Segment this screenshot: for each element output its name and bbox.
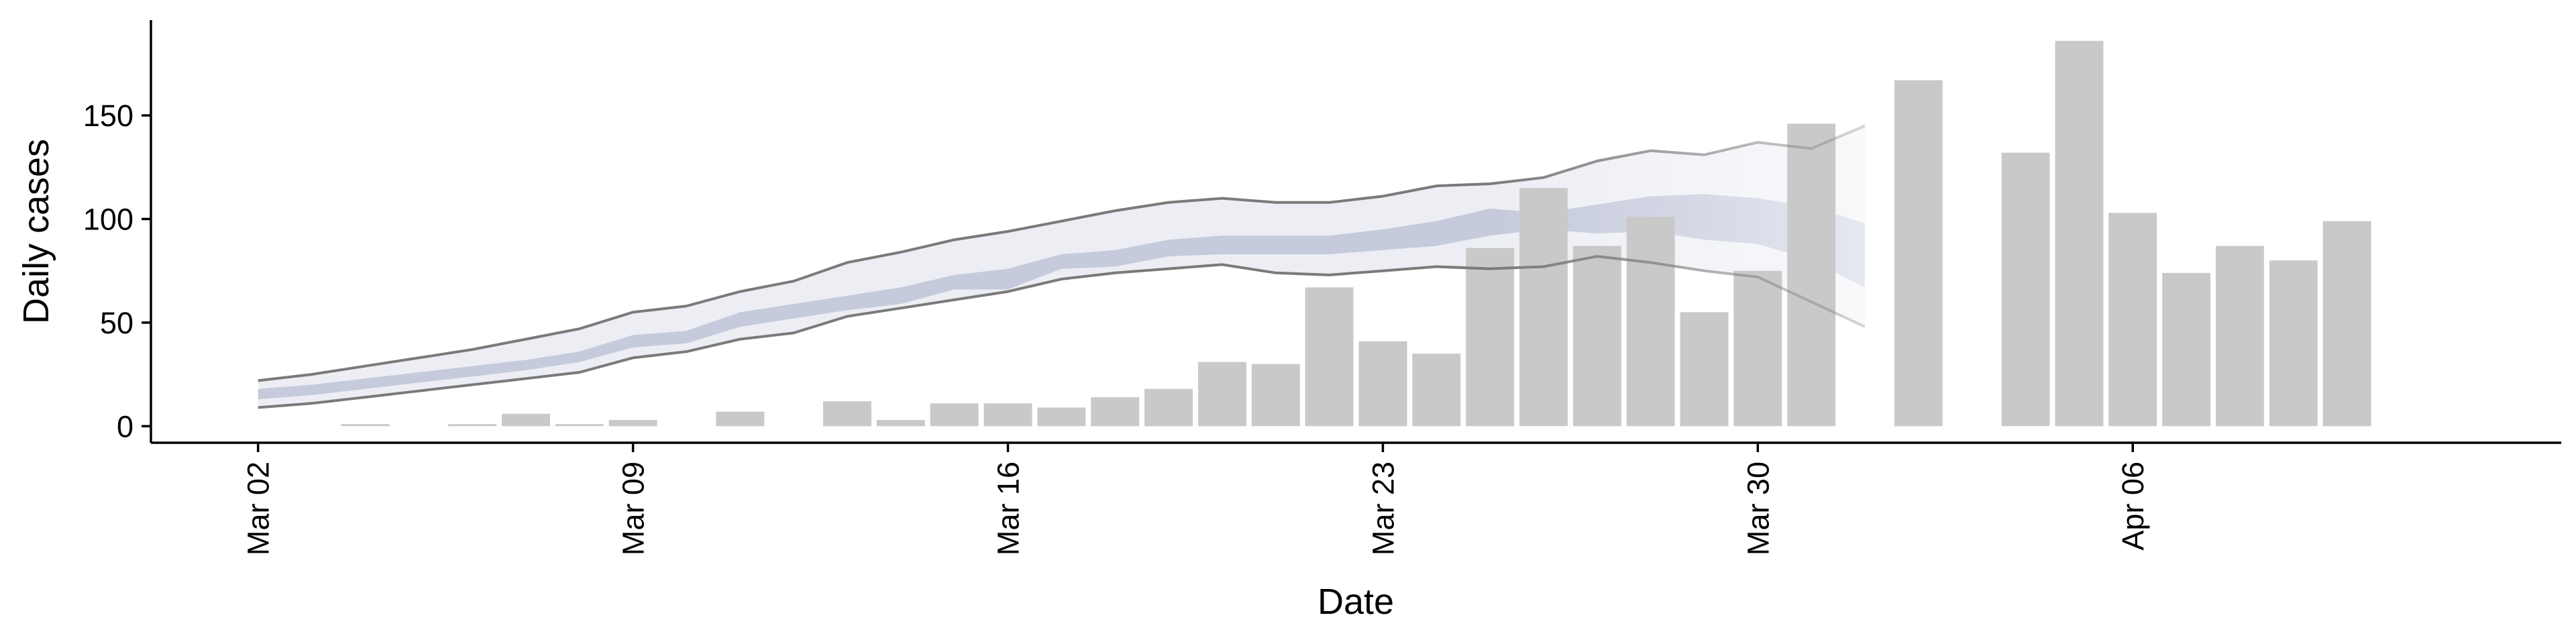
bar-2020-03-16 — [983, 403, 1032, 427]
bar-2020-03-08 — [555, 424, 604, 427]
bar-2020-04-07 — [2162, 272, 2211, 427]
bar-2020-03-19 — [1144, 388, 1193, 427]
bar-2020-03-18 — [1091, 397, 1140, 427]
bar-2020-03-04 — [341, 424, 390, 427]
bar-2020-04-08 — [2216, 246, 2264, 427]
bar-2020-03-09 — [608, 420, 657, 427]
bar-2020-03-06 — [448, 424, 496, 427]
x-tick-label-2020-04-06: Apr 06 — [2116, 462, 2150, 551]
bar-2020-03-11 — [716, 411, 765, 427]
x-tick-label-2020-03-16: Mar 16 — [991, 462, 1026, 555]
x-axis-title: Date — [1318, 582, 1394, 622]
y-axis-title: Daily cases — [16, 139, 56, 324]
bar-2020-03-31 — [1787, 123, 1836, 427]
bar-2020-03-29 — [1680, 312, 1729, 427]
y-tick-label-50: 50 — [100, 306, 133, 340]
bar-2020-03-27 — [1572, 246, 1621, 427]
x-tick-label-2020-03-23: Mar 23 — [1366, 462, 1400, 555]
bar-2020-04-10 — [2322, 221, 2371, 427]
lower-bound-line — [258, 255, 1866, 409]
y-ticks: 0 50 100 150 — [83, 99, 151, 443]
y-tick-label-150: 150 — [83, 99, 133, 133]
bar-2020-03-24 — [1412, 354, 1461, 427]
bar-2020-03-13 — [823, 401, 871, 427]
bar-2020-03-22 — [1305, 287, 1354, 427]
bar-2020-03-15 — [930, 403, 979, 427]
x-tick-label-2020-03-02: Mar 02 — [241, 462, 276, 555]
bar-2020-04-05 — [2055, 40, 2104, 427]
bar-2020-04-04 — [2001, 152, 2050, 427]
bar-2020-03-26 — [1519, 188, 1568, 427]
case-bars — [341, 40, 2371, 427]
bar-2020-03-30 — [1733, 270, 1782, 427]
upper-bound-line — [258, 124, 1866, 382]
forecast-bound-lines — [258, 124, 1866, 409]
bar-2020-03-28 — [1626, 217, 1675, 427]
bar-2020-03-25 — [1466, 248, 1515, 427]
x-tick-label-2020-03-09: Mar 09 — [616, 462, 651, 555]
x-tick-label-2020-03-30: Mar 30 — [1741, 462, 1775, 555]
bar-2020-04-09 — [2269, 260, 2318, 427]
bar-2020-03-07 — [502, 413, 550, 427]
forecast-bands — [258, 125, 1866, 408]
bar-2020-04-02 — [1894, 80, 1943, 427]
bar-2020-04-06 — [2108, 213, 2157, 427]
y-tick-label-0: 0 — [117, 409, 133, 443]
bar-2020-03-20 — [1198, 362, 1246, 427]
axes — [150, 20, 2561, 444]
bar-2020-03-17 — [1037, 407, 1086, 427]
forecast-band-50 — [258, 194, 1866, 400]
bar-2020-03-23 — [1358, 341, 1407, 427]
bar-2020-03-14 — [876, 420, 925, 427]
y-tick-label-100: 100 — [83, 202, 133, 236]
bar-2020-03-21 — [1251, 364, 1300, 427]
x-ticks: Mar 02 Mar 09 Mar 16 Mar 23 Mar 30 Apr 06 — [241, 443, 2150, 555]
